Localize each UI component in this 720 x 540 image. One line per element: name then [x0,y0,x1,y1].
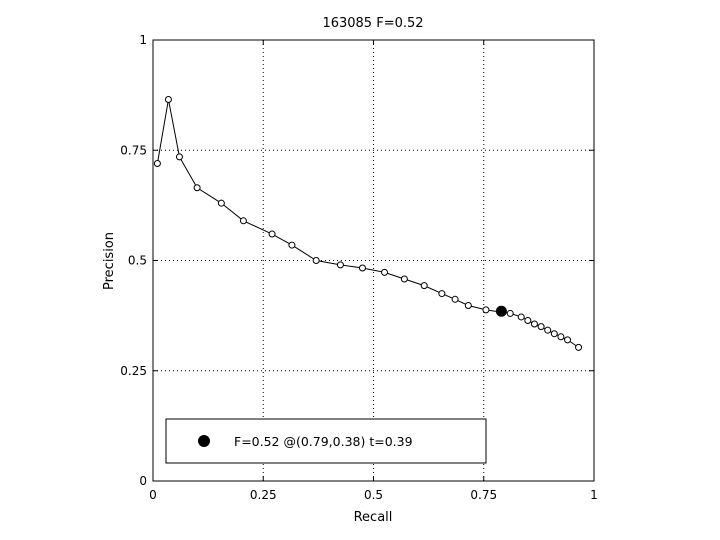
x-tick-label: 0.75 [470,488,497,502]
data-point [557,333,565,341]
data-point [288,241,296,249]
data-point [420,282,428,290]
data-point [336,261,344,269]
x-tick-label: 1 [590,488,598,502]
data-point [524,316,532,324]
data-point [217,199,225,207]
data-point [575,343,583,351]
axis-ticks: 0 0.25 0.5 0.75 1 0 0.25 0.5 0.75 1 [120,33,598,502]
best-f-point [495,305,507,317]
data-point [400,275,408,283]
y-tick-label: 0.5 [128,254,147,268]
chart-title: 163085 F=0.52 [322,16,423,31]
y-tick-label: 0 [139,474,147,488]
data-point [517,313,525,321]
data-point [451,295,459,303]
y-tick-label: 0.25 [120,364,147,378]
legend: F=0.52 @(0.79,0.38) t=0.39 [165,418,487,464]
data-point [482,306,490,314]
x-axis-title: Recall [354,510,393,525]
x-tick-label: 0 [149,488,157,502]
data-point [164,96,172,104]
y-axis-title: Precision [102,232,117,290]
grid [153,40,594,481]
x-tick-label: 0.5 [364,488,383,502]
data-point [530,320,538,328]
series-line [156,99,579,348]
pr-curve [153,96,583,351]
legend-box [165,418,487,464]
data-point [438,290,446,298]
data-point [550,330,558,338]
legend-label: F=0.52 @(0.79,0.38) t=0.39 [234,434,413,449]
data-point [312,257,320,264]
data-point [381,268,389,276]
data-point [268,230,276,238]
y-tick-label: 1 [139,33,147,47]
data-point [175,153,183,161]
data-point [544,326,552,334]
data-point [193,184,201,192]
data-point [537,323,545,331]
data-point [506,309,514,317]
data-point [564,336,572,344]
data-point [239,217,247,225]
data-point [153,159,161,167]
legend-marker [198,435,210,447]
data-point [464,301,472,309]
data-point [358,264,366,272]
x-tick-label: 0.25 [250,488,277,502]
y-tick-label: 0.75 [120,143,147,157]
